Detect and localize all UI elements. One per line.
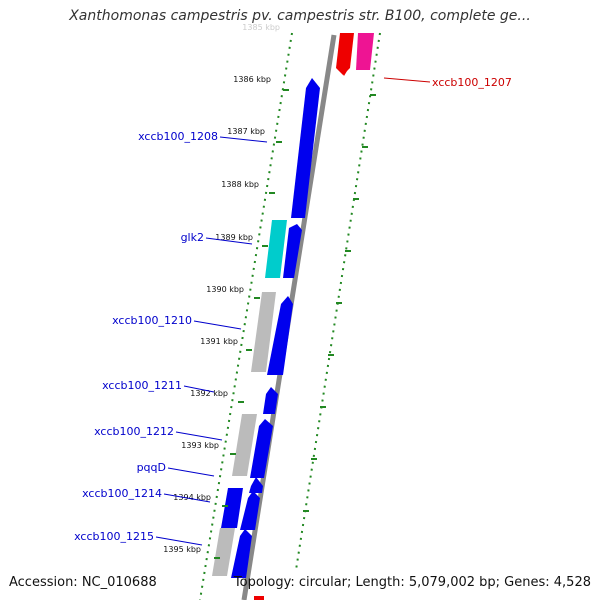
tick-label: 1392 kbp (190, 389, 228, 398)
accession-text: Accession: NC_010688 (9, 575, 157, 590)
orf-xccb100-1212-grey[interactable] (232, 414, 257, 476)
gene-label-pqqD[interactable]: pqqD (137, 461, 166, 474)
outer-track-guide-left (199, 32, 293, 600)
tick-label: 1387 kbp (227, 127, 265, 136)
reverse-cds-xccb100-1207[interactable] (336, 33, 354, 75)
label-leader-lines (155, 77, 431, 546)
tick-label: 1388 kbp (221, 180, 259, 189)
cds-glk2[interactable] (265, 220, 287, 278)
gene-label-xccb100-1208[interactable]: xccb100_1208 (138, 130, 218, 143)
gene-label-xccb100-1215[interactable]: xccb100_1215 (74, 530, 154, 543)
cds-xccb100-1214-b[interactable] (240, 491, 260, 530)
orf-xccb100-1215-grey[interactable] (212, 528, 235, 576)
gene-label-glk2[interactable]: glk2 (181, 231, 204, 244)
gene-label-xccb100-1210[interactable]: xccb100_1210 (112, 314, 192, 327)
cds-xccb100-1210[interactable] (267, 296, 293, 375)
gene-label-xccb100-1214[interactable]: xccb100_1214 (82, 487, 162, 500)
cds-glk2-grey[interactable] (283, 224, 302, 278)
cds-pqqD[interactable] (249, 477, 263, 493)
trna-feature[interactable] (356, 33, 374, 70)
tick-label: 1386 kbp (233, 75, 271, 84)
tick-label: 1393 kbp (181, 441, 219, 450)
page-title: Xanthomonas campestris pv. campestris st… (69, 8, 531, 24)
cds-xccb100-1208[interactable] (291, 78, 320, 218)
cds-xccb100-1212[interactable] (250, 419, 273, 478)
gene-label-xccb100-1207[interactable]: xccb100_1207 (432, 76, 512, 89)
tick-label: 1391 kbp (200, 337, 238, 346)
cds-xccb100-1215[interactable] (231, 529, 252, 578)
next-feature-fragment (254, 596, 264, 600)
gene-label-xccb100-1212[interactable]: xccb100_1212 (94, 425, 174, 438)
gene-label-xccb100-1211[interactable]: xccb100_1211 (102, 379, 182, 392)
reverse-marker-arrow (338, 66, 350, 76)
tick-label-faded: 1385 kbp (242, 23, 280, 32)
tick-label: 1390 kbp (206, 285, 244, 294)
genome-summary-text: Topology: circular; Length: 5,079,002 bp… (233, 575, 591, 590)
orf-xccb100-1210-grey[interactable] (251, 292, 276, 372)
cds-xccb100-1214[interactable] (221, 488, 243, 528)
tick-label: 1395 kbp (163, 545, 201, 554)
cds-xccb100-1211[interactable] (263, 387, 278, 414)
tick-marks (214, 89, 376, 559)
tick-label: 1394 kbp (173, 493, 211, 502)
tick-label: 1389 kbp (215, 233, 253, 242)
